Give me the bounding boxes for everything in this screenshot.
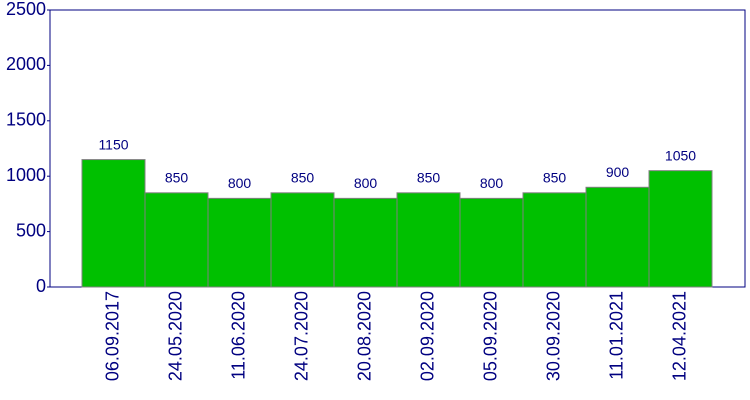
y-tick-label: 0 [36, 276, 46, 296]
value-label: 800 [354, 175, 378, 191]
bar [396, 192, 461, 288]
bar [144, 192, 209, 288]
value-label: 800 [228, 175, 252, 191]
y-tick-label: 2000 [6, 54, 46, 74]
bar [459, 197, 524, 288]
bar [333, 197, 398, 288]
value-label: 1150 [98, 136, 128, 152]
value-label: 850 [417, 170, 441, 186]
x-tick-label: 20.08.2020 [354, 291, 374, 381]
value-label: 850 [543, 170, 567, 186]
value-label: 850 [165, 170, 189, 186]
bar [207, 197, 272, 288]
x-tick-label: 24.07.2020 [291, 291, 311, 381]
value-label: 800 [480, 175, 504, 191]
x-tick-label: 05.09.2020 [480, 291, 500, 381]
x-tick-label: 12.04.2021 [669, 291, 689, 381]
bar [648, 170, 713, 288]
bar [522, 192, 587, 288]
x-tick-label: 11.01.2021 [606, 291, 626, 380]
x-tick-label: 30.09.2020 [543, 291, 563, 381]
x-tick-label: 11.06.2020 [228, 291, 248, 380]
bar [81, 159, 146, 288]
y-tick-label: 2500 [6, 0, 46, 19]
y-tick-label: 1000 [6, 165, 46, 185]
y-tick-label: 500 [16, 220, 46, 240]
y-tick-label: 1500 [6, 110, 46, 130]
x-tick-label: 24.05.2020 [165, 291, 185, 381]
value-label: 900 [606, 164, 630, 180]
x-tick-label: 06.09.2017 [102, 291, 122, 381]
x-tick-label: 02.09.2020 [417, 291, 437, 381]
value-label: 1050 [665, 147, 696, 163]
bar [270, 192, 335, 288]
value-label: 850 [291, 170, 315, 186]
bar [585, 186, 650, 288]
